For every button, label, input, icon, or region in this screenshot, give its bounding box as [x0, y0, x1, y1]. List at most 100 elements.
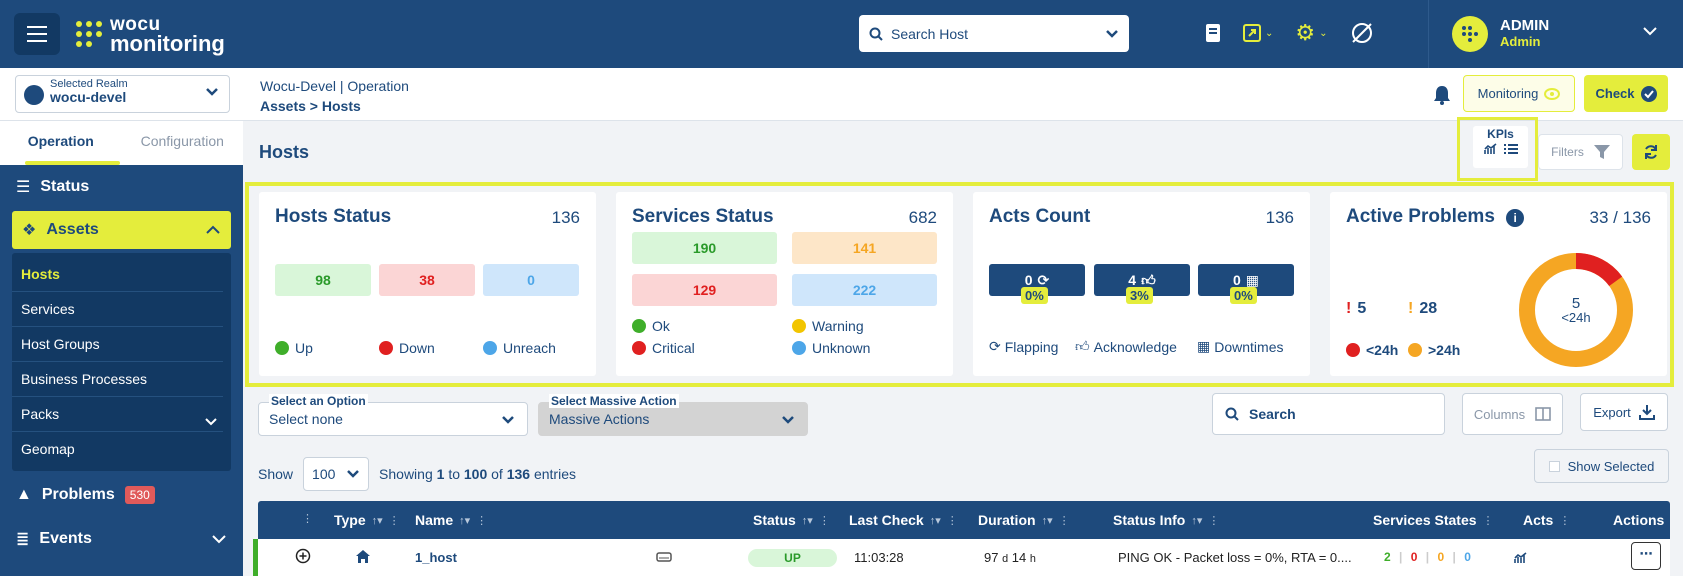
hamburger-menu-button[interactable] — [14, 13, 60, 55]
services-unknown-count[interactable]: 222 — [792, 274, 937, 306]
card-title-text: Active Problems — [1346, 206, 1495, 227]
info-icon[interactable]: i — [1506, 209, 1525, 227]
problems-donut-chart[interactable]: 5 <24h — [1518, 252, 1634, 368]
acknowledge-count[interactable]: 4 👍︎ 3% — [1094, 264, 1190, 304]
export-button[interactable]: Export — [1580, 393, 1668, 431]
sidebar-item-status[interactable]: ☰ Status — [0, 165, 243, 209]
wocu-logo[interactable]: wocu monitoring — [74, 15, 225, 55]
monitoring-button[interactable]: Monitoring — [1463, 75, 1575, 112]
column-label: Status Info — [1113, 512, 1186, 528]
expand-row-icon[interactable] — [295, 548, 311, 567]
chart-icon[interactable] — [1514, 552, 1528, 567]
downtimes-count[interactable]: 0 ▦ 0% — [1198, 264, 1294, 304]
services-critical-value[interactable]: 0 — [1410, 550, 1418, 564]
duration-value: 97 d 14 h — [984, 550, 1036, 565]
refresh-button[interactable] — [1632, 134, 1670, 170]
column-label: Duration — [978, 512, 1036, 528]
show-selected-toggle[interactable]: Show Selected — [1534, 449, 1669, 483]
column-label: Type — [334, 512, 366, 528]
sidebar-subitem-business-processes[interactable]: Business Processes — [12, 362, 223, 397]
sidebar-item-problems[interactable]: ▲ Problems 530 — [0, 473, 243, 517]
recent-problems-count[interactable]: ! 5 — [1346, 300, 1366, 318]
user-menu[interactable]: ADMIN Admin — [1452, 16, 1657, 52]
page-size-value: 100 — [312, 466, 336, 482]
column-header-status-info[interactable]: Status Info ↑▾ ⋮ — [1113, 512, 1220, 528]
column-header-last-check[interactable]: Last Check ↑▾ ⋮ — [849, 512, 958, 528]
gears-menu-icon[interactable]: ⚙ ⌄ — [1295, 20, 1328, 45]
column-header-acts[interactable]: Acts ⋮ — [1523, 512, 1571, 528]
entries-prefix: Showing — [379, 466, 433, 482]
services-warning-value[interactable]: 0 — [1437, 550, 1445, 564]
column-header-name[interactable]: Name ↑▾ ⋮ — [415, 512, 488, 528]
kpis-button[interactable]: KPIs — [1473, 126, 1528, 168]
host-name-link[interactable]: 1_host — [415, 550, 457, 565]
chevron-down-icon — [1643, 27, 1657, 36]
red-dot — [1346, 343, 1360, 357]
page-size-control: Show 100 Showing 1 to 100 of 136 entries — [258, 457, 576, 491]
sidebar: Operation Configuration ☰ Status ❖ Asset… — [0, 121, 243, 576]
no-signal-icon[interactable] — [1350, 21, 1374, 45]
search-host-select[interactable]: Search Host — [859, 15, 1129, 52]
sidebar-subitem-host-groups[interactable]: Host Groups — [12, 327, 223, 362]
card-total: 136 — [1265, 208, 1294, 227]
select-option-dropdown[interactable]: Select an Option Select none — [258, 394, 528, 436]
services-unknown-value[interactable]: 0 — [1464, 550, 1471, 564]
massive-action-dropdown[interactable]: Select Massive Action Massive Actions — [538, 394, 808, 436]
downtimes-percent: 0% — [1230, 287, 1257, 304]
bell-icon[interactable] — [1433, 85, 1451, 105]
top-bar: wocu monitoring Search Host ⌄ ⚙ ⌄ ADMIN A… — [0, 0, 1683, 68]
external-link-menu-icon[interactable]: ⌄ — [1243, 24, 1273, 42]
check-button[interactable]: Check — [1584, 75, 1668, 112]
services-warning-count[interactable]: 141 — [792, 232, 937, 264]
flapping-count[interactable]: 0 ⟳ 0% — [989, 264, 1085, 304]
table-row[interactable]: 1_host UP 11:03:28 97 d 14 h PING OK - P… — [253, 539, 1670, 576]
tab-configuration[interactable]: Configuration — [140, 133, 224, 149]
services-critical-count[interactable]: 129 — [632, 274, 777, 306]
notebook-icon[interactable] — [1205, 23, 1221, 43]
legend-label: Down — [399, 340, 435, 356]
export-label: Export — [1593, 404, 1631, 420]
page-size-select[interactable]: 100 — [303, 457, 370, 491]
realm-icon — [24, 85, 44, 105]
status-badge: UP — [748, 549, 837, 567]
column-header-type[interactable]: Type ↑▾ ⋮ — [334, 512, 400, 528]
breadcrumb-path[interactable]: Assets > Hosts — [260, 98, 361, 114]
count-value: 4 — [1128, 272, 1137, 288]
drag-handle-icon[interactable]: ⋮ — [302, 513, 313, 525]
sidebar-subitem-geomap[interactable]: Geomap — [21, 441, 75, 457]
column-header-services-states[interactable]: Services States ⋮ — [1373, 512, 1494, 528]
realm-select[interactable]: Selected Realm wocu-devel — [15, 75, 230, 113]
legend-label: <24h — [1366, 342, 1399, 358]
realm-label: Selected Realm — [50, 78, 128, 90]
page-title: Hosts — [259, 142, 310, 162]
chevron-down-icon — [782, 416, 794, 424]
services-ok-count[interactable]: 190 — [632, 232, 777, 264]
legend-label: >24h — [1428, 342, 1461, 358]
legend-label: Downtimes — [1214, 338, 1284, 355]
duration-days-unit: d — [1002, 553, 1009, 565]
legend-label: Warning — [812, 318, 864, 334]
show-selected-checkbox[interactable] — [1548, 460, 1560, 472]
hosts-down-count[interactable]: 38 — [379, 264, 475, 296]
filters-button[interactable]: Filters — [1538, 134, 1623, 170]
hosts-unreach-count[interactable]: 0 — [483, 264, 579, 296]
red-dot — [632, 341, 646, 355]
column-header-duration[interactable]: Duration ↑▾ ⋮ — [978, 512, 1070, 528]
table-search-input[interactable]: Search — [1212, 393, 1445, 435]
column-header-status[interactable]: Status ↑▾ ⋮ — [753, 512, 830, 528]
tab-operation[interactable]: Operation — [0, 121, 122, 165]
sidebar-item-events[interactable]: ≣ Events — [0, 517, 243, 561]
services-ok-value[interactable]: 2 — [1384, 550, 1391, 564]
columns-button[interactable]: Columns — [1462, 393, 1563, 435]
old-problems-count[interactable]: ! 28 — [1408, 300, 1437, 318]
sidebar-subitem-packs[interactable]: Packs — [12, 397, 223, 432]
breadcrumb-context[interactable]: Wocu-Devel | Operation — [260, 78, 409, 94]
count-value: 28 — [1419, 300, 1438, 317]
green-dot — [632, 319, 646, 333]
sidebar-item-assets[interactable]: ❖ Assets — [12, 211, 231, 249]
sidebar-subitem-hosts[interactable]: Hosts — [12, 257, 223, 292]
sidebar-subitem-services[interactable]: Services — [12, 292, 223, 327]
legend-label: Up — [295, 340, 313, 356]
row-actions-button[interactable]: ⋯ — [1631, 542, 1661, 570]
hosts-up-count[interactable]: 98 — [275, 264, 371, 296]
